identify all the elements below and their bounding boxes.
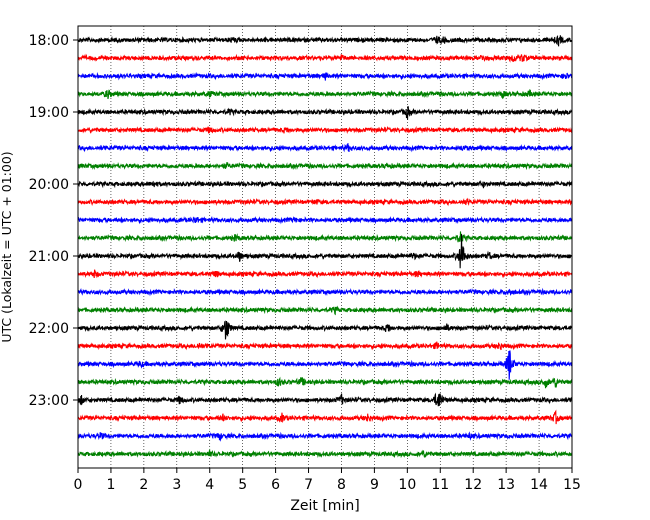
trace-row (77, 350, 573, 380)
x-axis-ticks: 0 1 2 3 4 5 6 7 8 9 10 11 12 13 14 15 (74, 468, 581, 493)
x-tick-label: 10 (398, 477, 416, 493)
x-tick-label: 6 (271, 477, 280, 493)
trace-row (77, 143, 573, 153)
trace-row (77, 88, 573, 100)
trace-row (77, 448, 573, 459)
y-tick-label: 23:00 (29, 393, 69, 409)
x-tick-label: 3 (172, 477, 181, 493)
trace-row (77, 376, 573, 389)
trace-row (77, 125, 573, 135)
x-tick-label: 12 (464, 477, 482, 493)
x-tick-label: 0 (74, 477, 83, 493)
trace-row (77, 431, 573, 442)
trace-row (77, 53, 573, 63)
x-tick-label: 15 (563, 477, 581, 493)
trace-row (77, 305, 573, 316)
trace-row (77, 269, 573, 279)
x-axis-label: Zeit [min] (290, 498, 359, 514)
trace-row (77, 197, 573, 207)
x-tick-label: 2 (139, 477, 148, 493)
trace-row (77, 392, 573, 407)
x-tick-label: 11 (431, 477, 449, 493)
y-axis-label: UTC (Lokalzeit = UTC + 01:00) (0, 151, 14, 342)
trace-row (77, 215, 573, 225)
x-tick-label: 8 (337, 477, 346, 493)
trace-row (77, 179, 573, 189)
trace-row (77, 71, 573, 81)
trace-row (77, 105, 573, 121)
trace-row (77, 320, 573, 340)
x-tick-label: 1 (106, 477, 115, 493)
trace-row (77, 231, 573, 243)
trace-row (77, 341, 573, 351)
x-tick-label: 7 (304, 477, 313, 493)
trace-row (77, 409, 573, 425)
trace-row (77, 234, 573, 269)
x-tick-label: 5 (238, 477, 247, 493)
x-tick-label: 9 (370, 477, 379, 493)
trace-row (77, 161, 573, 171)
trace-row (77, 287, 573, 297)
x-tick-label: 14 (530, 477, 548, 493)
y-tick-label: 21:00 (29, 249, 69, 265)
y-tick-label: 20:00 (29, 177, 69, 193)
trace-rows (77, 34, 573, 459)
y-tick-label: 22:00 (29, 321, 69, 337)
y-tick-label: 19:00 (29, 105, 69, 121)
y-tick-label: 18:00 (29, 33, 69, 49)
x-tick-label: 4 (205, 477, 214, 493)
x-tick-label: 13 (497, 477, 515, 493)
plot-frame (77, 25, 573, 469)
trace-row (77, 34, 573, 47)
y-axis-ticks: 18:00 19:00 20:00 21:00 22:00 23:00 (29, 33, 78, 409)
